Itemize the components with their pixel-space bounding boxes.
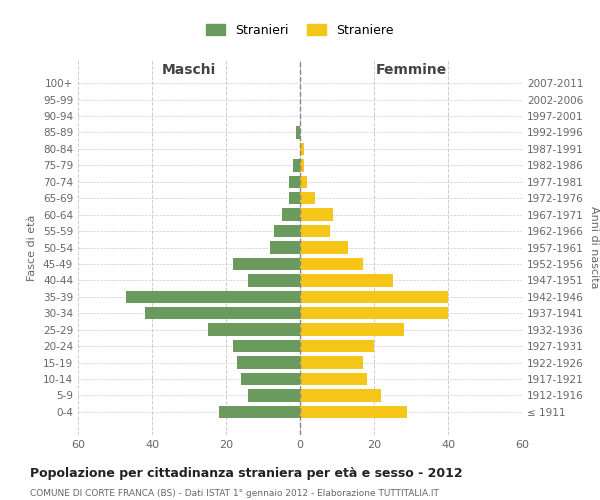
Bar	[296, 126, 300, 138]
Bar	[300, 307, 448, 320]
Text: COMUNE DI CORTE FRANCA (BS) - Dati ISTAT 1° gennaio 2012 - Elaborazione TUTTITAL: COMUNE DI CORTE FRANCA (BS) - Dati ISTAT…	[30, 489, 439, 498]
Bar	[233, 258, 300, 270]
Bar	[300, 340, 374, 352]
Bar	[300, 389, 382, 402]
Y-axis label: Fasce di età: Fasce di età	[28, 214, 37, 280]
Bar	[218, 406, 300, 418]
Bar	[300, 143, 304, 155]
Bar	[300, 324, 404, 336]
Bar	[300, 159, 304, 172]
Bar	[300, 225, 329, 237]
Bar	[300, 373, 367, 385]
Text: Popolazione per cittadinanza straniera per età e sesso - 2012: Popolazione per cittadinanza straniera p…	[30, 468, 463, 480]
Bar	[237, 356, 300, 368]
Bar	[271, 242, 300, 254]
Bar	[300, 208, 334, 221]
Bar	[274, 225, 300, 237]
Legend: Stranieri, Straniere: Stranieri, Straniere	[200, 18, 400, 43]
Bar	[233, 340, 300, 352]
Bar	[248, 274, 300, 286]
Bar	[248, 389, 300, 402]
Bar	[300, 356, 363, 368]
Bar	[300, 406, 407, 418]
Bar	[241, 373, 300, 385]
Bar	[281, 208, 300, 221]
Bar	[145, 307, 300, 320]
Bar	[300, 258, 363, 270]
Bar	[300, 242, 348, 254]
Bar	[300, 290, 448, 303]
Bar	[300, 274, 392, 286]
Bar	[208, 324, 300, 336]
Bar	[289, 192, 300, 204]
Bar	[126, 290, 300, 303]
Bar	[300, 192, 315, 204]
Text: Maschi: Maschi	[162, 63, 216, 77]
Bar	[289, 176, 300, 188]
Y-axis label: Anni di nascita: Anni di nascita	[589, 206, 599, 289]
Text: Femmine: Femmine	[376, 63, 446, 77]
Bar	[300, 176, 307, 188]
Bar	[293, 159, 300, 172]
